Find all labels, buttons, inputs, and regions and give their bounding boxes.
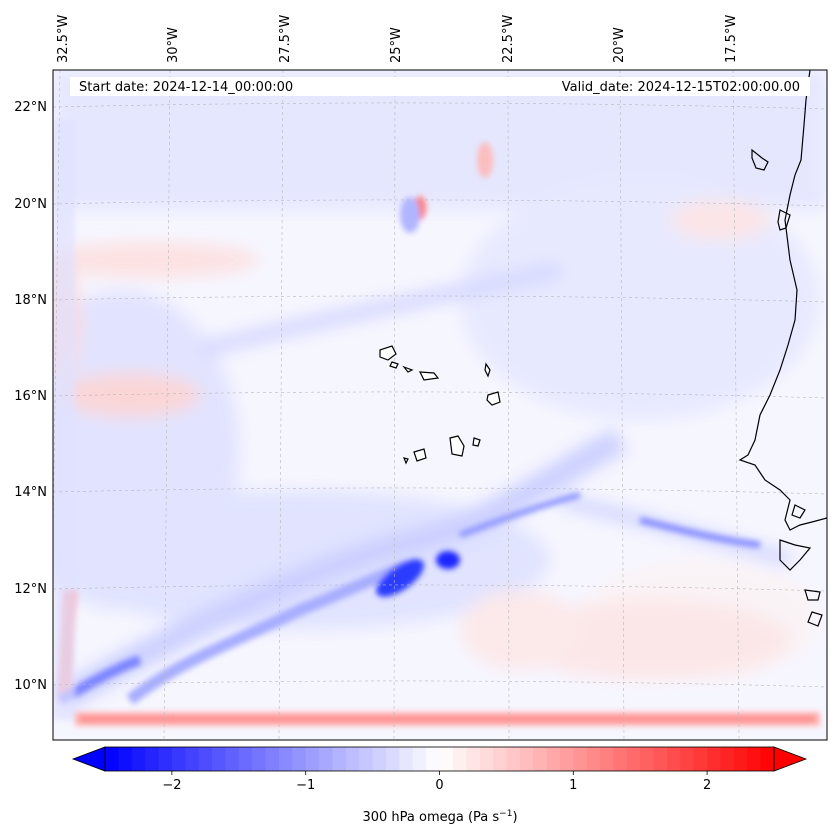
colorbar-segments [105, 747, 775, 771]
lat-label: 10°N [14, 678, 47, 693]
colorbar-segment [666, 747, 681, 771]
colorbar-segment [359, 747, 374, 771]
colorbar-segment [131, 747, 146, 771]
colorbar-segment [439, 747, 454, 771]
map-frame [52, 69, 828, 741]
colorbar-segment [332, 747, 347, 771]
colorbar-segment [693, 747, 708, 771]
colorbar-segment [278, 747, 293, 771]
lon-label: 22.5°W [501, 15, 516, 63]
colorbar-segment [305, 747, 320, 771]
valid-date-text: Valid_date: 2024-12-15T02:00:00.00 [562, 80, 800, 95]
colorbar-segment [198, 747, 213, 771]
colorbar-segment [747, 747, 762, 771]
colorbar-segment [292, 747, 307, 771]
colorbar-segment [158, 747, 173, 771]
lon-label: 20°W [612, 27, 627, 63]
colorbar-segment [145, 747, 160, 771]
colorbar-segment [559, 747, 574, 771]
longitude-labels: 32.5°W 30°W 27.5°W 25°W 22.5°W 20°W 17.5… [56, 15, 739, 63]
colorbar-segment [653, 747, 668, 771]
colorbar-segment [466, 747, 481, 771]
colorbar-segment [319, 747, 334, 771]
lat-label: 18°N [14, 293, 47, 308]
lon-label: 25°W [389, 27, 404, 63]
colorbar-segment [345, 747, 360, 771]
colorbar-ticks: −2 −1 0 1 2 [162, 771, 711, 793]
colorbar-segment [479, 747, 494, 771]
colorbar-segment [426, 747, 441, 771]
lat-label: 14°N [14, 485, 47, 500]
lat-label: 22°N [14, 100, 47, 115]
lat-label: 16°N [14, 389, 47, 404]
colorbar-extend-max [773, 746, 808, 772]
colorbar-segment [707, 747, 722, 771]
colorbar-segment [626, 747, 641, 771]
coastline [738, 70, 827, 627]
colorbar-segment [546, 747, 561, 771]
colorbar-segment [519, 747, 534, 771]
colorbar-segment [252, 747, 267, 771]
graticule [53, 70, 827, 740]
colorbar-segment [265, 747, 280, 771]
colorbar: −2 −1 0 1 2 300 hPa omega (Pa s−1) [71, 746, 808, 825]
colorbar-segment [385, 747, 400, 771]
latitude-labels: 22°N 20°N 18°N 16°N 14°N 12°N 10°N [14, 100, 47, 693]
colorbar-segment [225, 747, 240, 771]
lat-label: 12°N [14, 582, 47, 597]
colorbar-tick-label: 2 [703, 778, 711, 793]
colorbar-tick-label: 0 [435, 778, 443, 793]
colorbar-segment [640, 747, 655, 771]
colorbar-segment [185, 747, 200, 771]
lon-label: 17.5°W [724, 15, 739, 63]
colorbar-segment [760, 747, 775, 771]
colorbar-tick-label: −1 [296, 778, 315, 793]
lon-label: 27.5°W [278, 15, 293, 63]
colorbar-segment [613, 747, 628, 771]
colorbar-tick-label: 1 [569, 778, 577, 793]
colorbar-segment [399, 747, 414, 771]
start-date-text: Start date: 2024-12-14_00:00:00 [79, 80, 293, 95]
colorbar-segment [533, 747, 548, 771]
colorbar-segment [720, 747, 735, 771]
colorbar-segment [573, 747, 588, 771]
cape-verde-islands [379, 345, 501, 465]
lat-label: 20°N [14, 197, 47, 212]
colorbar-segment [238, 747, 253, 771]
colorbar-segment [586, 747, 601, 771]
lon-label: 32.5°W [56, 15, 71, 63]
colorbar-segment [372, 747, 387, 771]
omega-field [53, 70, 827, 740]
info-banner: Start date: 2024-12-14_00:00:00 Valid_da… [70, 77, 810, 96]
lon-label: 30°W [166, 27, 181, 63]
colorbar-segment [118, 747, 133, 771]
colorbar-segment [733, 747, 748, 771]
colorbar-segment [506, 747, 521, 771]
colorbar-title: 300 hPa omega (Pa s−1) [362, 809, 517, 825]
colorbar-segment [680, 747, 695, 771]
colorbar-segment [171, 747, 186, 771]
colorbar-tick-label: −2 [162, 778, 181, 793]
colorbar-segment [452, 747, 467, 771]
colorbar-segment [412, 747, 427, 771]
colorbar-segment [600, 747, 615, 771]
colorbar-segment [105, 747, 119, 771]
colorbar-extend-min [71, 746, 106, 772]
colorbar-segment [212, 747, 227, 771]
colorbar-segment [493, 747, 507, 771]
